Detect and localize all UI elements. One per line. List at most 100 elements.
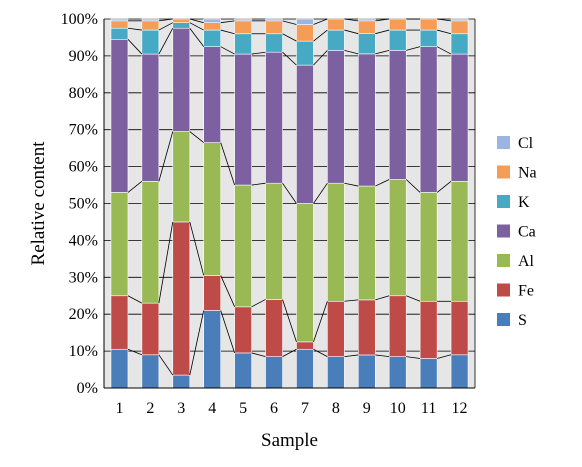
series-Fe — [110, 221, 469, 376]
bar-segment — [234, 306, 252, 354]
bar-segment — [110, 38, 129, 193]
series-line — [158, 354, 174, 376]
bar-segment — [419, 192, 438, 302]
bar-segment — [327, 50, 345, 184]
series-line — [220, 275, 235, 307]
bar-segment — [388, 356, 407, 389]
bar-segment — [265, 20, 283, 35]
bar-segment — [296, 64, 314, 204]
series-line — [220, 46, 235, 55]
series-line — [158, 28, 174, 55]
legend-label: Cl — [518, 135, 534, 152]
series-Ca — [110, 27, 469, 204]
x-tick-label: 6 — [270, 400, 278, 417]
bar-segment — [450, 181, 469, 302]
bar-segment — [388, 179, 407, 297]
x-axis-title: Sample — [261, 430, 318, 451]
bar-segment — [265, 182, 283, 300]
y-tick-label: 40% — [69, 232, 98, 249]
series-line — [375, 49, 390, 55]
bar-segment — [265, 33, 283, 53]
series-line — [344, 29, 359, 35]
bar-segment — [327, 18, 345, 31]
legend-label: S — [518, 312, 527, 329]
legend-swatch — [497, 195, 510, 208]
bar-segment — [141, 354, 160, 389]
y-tick-label: 10% — [69, 343, 98, 360]
x-tick-label: 9 — [363, 400, 371, 417]
series-line — [127, 348, 143, 356]
legend-item-Fe: Fe — [497, 283, 534, 300]
y-tick-label: 80% — [69, 85, 98, 102]
series-line — [313, 29, 328, 42]
bar-segment — [141, 20, 160, 31]
legend-swatch — [497, 254, 510, 267]
series-line — [189, 221, 205, 276]
bar-segment — [388, 18, 407, 31]
axes — [103, 19, 476, 389]
bar-segment — [327, 182, 345, 302]
legend: Cl Na K Ca Al Fe S — [497, 135, 537, 329]
bar-segment — [172, 131, 191, 223]
series-line — [436, 181, 452, 193]
bar-segment — [141, 181, 160, 304]
series-line — [189, 18, 204, 24]
series-line — [313, 301, 328, 343]
x-tick-label: 11 — [421, 400, 436, 417]
bar-segment — [234, 53, 252, 186]
series-line — [251, 352, 266, 358]
bar-segment — [296, 18, 314, 25]
bar-segment — [110, 192, 129, 297]
bar-segment — [234, 20, 252, 35]
bar-segment — [357, 185, 376, 301]
bar-segment — [141, 18, 160, 22]
series-line — [344, 49, 359, 55]
series-line — [158, 18, 173, 22]
bar-segment — [203, 275, 222, 311]
y-tick-label: 70% — [69, 122, 98, 139]
series-line — [158, 131, 174, 182]
bar-segment — [203, 18, 222, 23]
x-tick-label: 12 — [452, 400, 468, 417]
series-line — [251, 299, 266, 308]
series-connectors — [127, 18, 452, 376]
bar-segment — [357, 354, 376, 389]
bar-segment — [172, 27, 191, 132]
x-tick-label: 8 — [332, 400, 340, 417]
x-tick-labels: 1 2 3 4 5 6 7 8 9 10 11 12 — [115, 400, 467, 417]
bar-segment — [357, 18, 376, 22]
bar-segment — [265, 299, 283, 357]
bar-segment — [141, 302, 160, 356]
bar-segment — [234, 33, 252, 55]
series-Cl — [110, 18, 469, 25]
bar-segment — [110, 18, 129, 22]
y-tick-label: 50% — [69, 196, 98, 213]
series-line — [220, 142, 236, 186]
bar-segment — [327, 300, 345, 357]
x-tick-label: 3 — [177, 400, 185, 417]
legend-item-K: K — [497, 194, 530, 211]
bar-segment — [265, 51, 283, 184]
legend-label: Ca — [518, 224, 536, 241]
series-line — [437, 18, 452, 22]
bar-segment — [172, 374, 191, 389]
bar-segment — [296, 203, 314, 343]
bar-segment — [450, 18, 469, 22]
bar-segment — [141, 53, 160, 182]
bar-segment — [357, 299, 376, 356]
series-line — [251, 182, 266, 186]
bar-segment — [110, 27, 129, 40]
bar-segment — [419, 358, 438, 389]
bar-segment — [419, 46, 438, 193]
legend-item-S: S — [497, 312, 527, 329]
bar-segment — [234, 184, 252, 308]
legend-swatch — [497, 313, 510, 326]
legend-swatch — [497, 136, 510, 149]
series-line — [127, 295, 143, 304]
series-line — [344, 18, 359, 22]
x-tick-label: 7 — [301, 400, 309, 417]
series-line — [406, 356, 421, 359]
series-line — [127, 27, 142, 31]
x-tick-label: 5 — [239, 400, 247, 417]
